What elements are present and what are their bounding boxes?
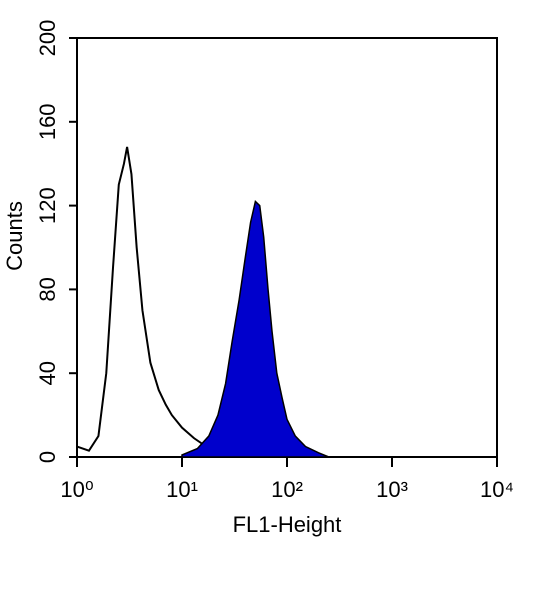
plot-frame	[76, 37, 498, 458]
x-tick-label: 10¹	[166, 477, 198, 502]
x-tick-label: 10²	[271, 477, 303, 502]
filled-histogram	[181, 199, 330, 458]
y-tick-label: 0	[35, 451, 60, 463]
x-tick-label: 10⁴	[480, 477, 514, 502]
y-tick-label: 40	[35, 361, 60, 385]
y-tick-label: 200	[35, 20, 60, 57]
y-tick-label: 120	[35, 187, 60, 224]
x-tick-label: 10³	[376, 477, 408, 502]
y-tick-label: 80	[35, 277, 60, 301]
y-axis-label: Counts	[2, 201, 27, 271]
x-axis-label: FL1-Height	[233, 512, 342, 537]
x-tick-label: 10⁰	[60, 477, 93, 502]
y-tick-label: 160	[35, 103, 60, 140]
